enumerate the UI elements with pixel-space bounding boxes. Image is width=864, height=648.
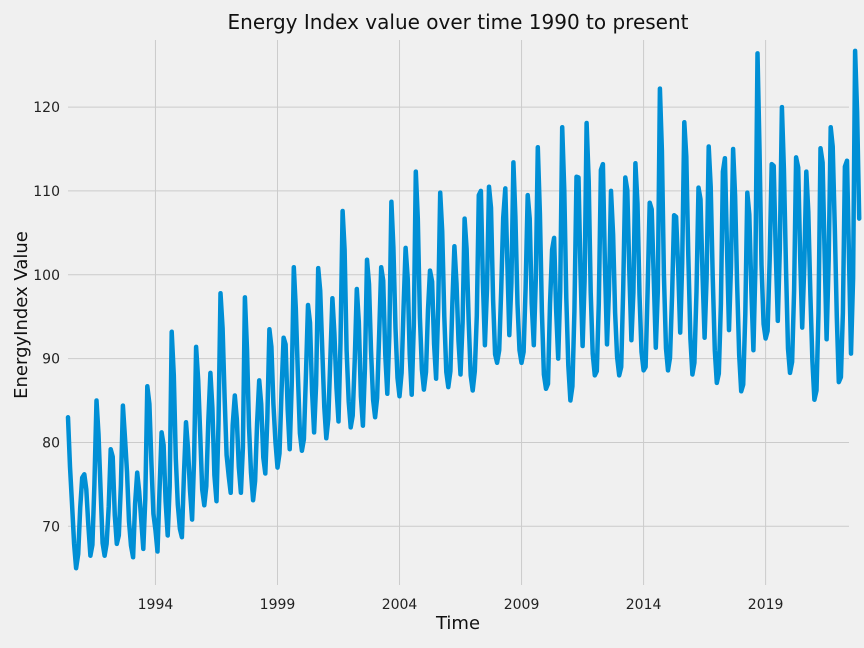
x-tick-label: 2004 bbox=[382, 597, 418, 613]
x-tick-label: 1999 bbox=[260, 597, 296, 613]
x-tick-label: 2014 bbox=[626, 597, 662, 613]
x-tick-labels: 1994 1999 2004 2009 2014 2019 bbox=[138, 597, 784, 613]
x-axis-label: Time bbox=[435, 613, 480, 634]
y-tick-label: 70 bbox=[42, 519, 60, 535]
x-tick-label: 1994 bbox=[138, 597, 174, 613]
series-line bbox=[65, 48, 862, 571]
y-tick-label: 100 bbox=[33, 268, 60, 284]
chart-title: Energy Index value over time 1990 to pre… bbox=[228, 10, 689, 34]
y-axis-label: EnergyIndex Value bbox=[11, 231, 32, 399]
y-tick-labels: 70 80 90 100 110 120 bbox=[33, 100, 60, 535]
y-tick-label: 110 bbox=[33, 184, 60, 200]
y-tick-label: 80 bbox=[42, 435, 60, 451]
x-tick-label: 2019 bbox=[748, 597, 784, 613]
y-tick-label: 120 bbox=[33, 100, 60, 116]
y-tick-label: 90 bbox=[42, 352, 60, 368]
series-layer bbox=[65, 48, 862, 571]
x-tick-label: 2009 bbox=[504, 597, 540, 613]
